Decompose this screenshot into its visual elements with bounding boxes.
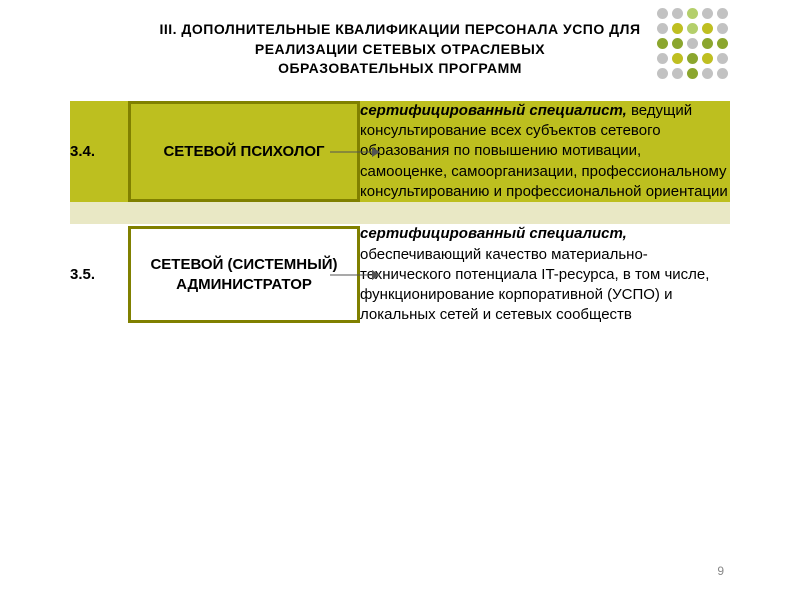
table-row-spacer <box>70 202 730 224</box>
arrow-icon <box>330 268 380 282</box>
slide: III. ДОПОЛНИТЕЛЬНЫЕ КВАЛИФИКАЦИИ ПЕРСОНА… <box>0 0 800 600</box>
table-row: 3.4. СЕТЕВОЙ ПСИХОЛОГ сертифицированный … <box>70 101 730 203</box>
row-number: 3.5. <box>70 224 128 325</box>
role-cell: СЕТЕВОЙ ПСИХОЛОГ <box>128 101 360 203</box>
dot-grid-icon <box>657 8 728 83</box>
role-cell: СЕТЕВОЙ (СИСТЕМНЫЙ) АДМИНИСТРАТОР <box>128 224 360 325</box>
table-row: 3.5. СЕТЕВОЙ (СИСТЕМНЫЙ) АДМИНИСТРАТОР с… <box>70 224 730 325</box>
page-number: 9 <box>717 564 724 578</box>
description-cell: сертифицированный специалист, обеспечива… <box>360 224 730 325</box>
title-line: ОБРАЗОВАТЕЛЬНЫХ ПРОГРАММ <box>278 60 522 76</box>
description-cell: сертифицированный специалист, ведущий ко… <box>360 101 730 203</box>
desc-text: обеспечивающий качество материально-техн… <box>360 246 709 324</box>
arrow-icon <box>330 145 380 159</box>
page-title: III. ДОПОЛНИТЕЛЬНЫЕ КВАЛИФИКАЦИИ ПЕРСОНА… <box>70 20 730 79</box>
role-box: СЕТЕВОЙ ПСИХОЛОГ <box>128 101 360 203</box>
qualifications-table: 3.4. СЕТЕВОЙ ПСИХОЛОГ сертифицированный … <box>70 101 730 326</box>
role-box: СЕТЕВОЙ (СИСТЕМНЫЙ) АДМИНИСТРАТОР <box>128 226 360 323</box>
row-number: 3.4. <box>70 101 128 203</box>
title-line: РЕАЛИЗАЦИИ СЕТЕВЫХ ОТРАСЛЕВЫХ <box>255 41 545 57</box>
desc-emphasis: сертифицированный специалист, <box>360 225 627 242</box>
title-line: III. ДОПОЛНИТЕЛЬНЫЕ КВАЛИФИКАЦИИ ПЕРСОНА… <box>159 21 640 37</box>
desc-emphasis: сертифицированный специалист, <box>360 102 627 119</box>
